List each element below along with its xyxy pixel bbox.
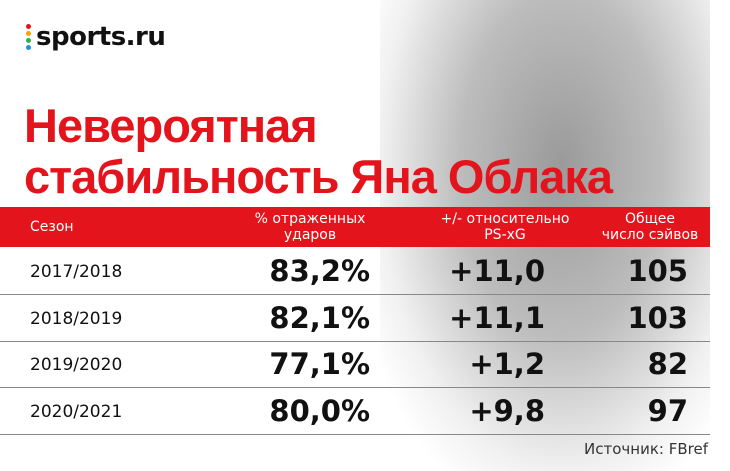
season: 2017/2018 bbox=[30, 262, 123, 282]
table-row: 2018/2019 82,1% +11,1 103 bbox=[0, 297, 710, 342]
header-line: +/- относительно bbox=[440, 211, 570, 227]
stat-value: 105 bbox=[627, 254, 688, 288]
stat-value: 103 bbox=[627, 301, 688, 335]
stat-value: +11,0 bbox=[449, 254, 545, 288]
header-line: Общее bbox=[624, 211, 676, 227]
logo-dots bbox=[26, 24, 31, 50]
header-cell: +/- относительно PS-xG bbox=[420, 211, 590, 243]
header-line: % отраженных bbox=[254, 211, 366, 227]
header-line: число сэйвов bbox=[601, 227, 699, 243]
stat-value: +1,2 bbox=[469, 347, 545, 381]
stat-value: 83,2% bbox=[269, 254, 370, 288]
source: Источник: FBref bbox=[584, 440, 708, 458]
header-cell: % отраженных ударов bbox=[240, 211, 380, 243]
season: 2019/2020 bbox=[30, 355, 123, 375]
table-row: 2019/2020 77,1% +1,2 82 bbox=[0, 343, 710, 388]
stat-value: 80,0% bbox=[269, 394, 370, 428]
header-line: PS-xG bbox=[484, 227, 526, 243]
header-cell: Сезон bbox=[30, 219, 74, 235]
title: Невероятная стабильность Яна Облака bbox=[24, 99, 613, 203]
season: 2020/2021 bbox=[30, 402, 123, 422]
logo: sports.ru bbox=[26, 22, 166, 52]
logo-text: sports.ru bbox=[36, 22, 166, 52]
season: 2018/2019 bbox=[30, 309, 123, 329]
stat-value: +9,8 bbox=[469, 394, 545, 428]
header-line: ударов bbox=[283, 227, 337, 243]
table-header: Сезон % отраженных ударов +/- относительно P… bbox=[0, 207, 710, 247]
stat-value: 77,1% bbox=[269, 347, 370, 381]
title-line: Невероятная bbox=[24, 99, 318, 152]
stat-value: 97 bbox=[647, 394, 688, 428]
table-row: 2017/2018 83,2% +11,0 105 bbox=[0, 250, 710, 295]
title-line: стабильность Яна Облака bbox=[24, 150, 613, 203]
stat-value: 82 bbox=[647, 347, 688, 381]
header-cell: Общее число сэйвов bbox=[590, 211, 710, 243]
table-row: 2020/2021 80,0% +9,8 97 bbox=[0, 390, 710, 435]
stat-value: 82,1% bbox=[269, 301, 370, 335]
stat-value: +11,1 bbox=[449, 301, 545, 335]
header-line: Сезон bbox=[30, 219, 74, 235]
